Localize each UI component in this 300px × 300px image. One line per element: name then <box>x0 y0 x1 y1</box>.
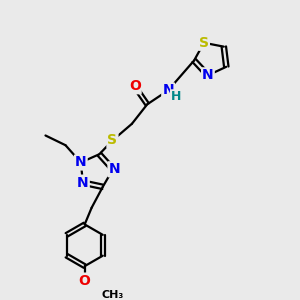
Text: N: N <box>77 176 89 190</box>
Text: S: S <box>107 134 117 148</box>
Text: CH₃: CH₃ <box>101 290 124 299</box>
Text: N: N <box>75 155 87 170</box>
Text: H: H <box>171 90 181 103</box>
Text: N: N <box>202 68 214 83</box>
Text: S: S <box>199 36 209 50</box>
Text: N: N <box>162 83 174 98</box>
Text: O: O <box>129 79 141 93</box>
Text: N: N <box>109 162 120 176</box>
Text: O: O <box>79 274 91 288</box>
